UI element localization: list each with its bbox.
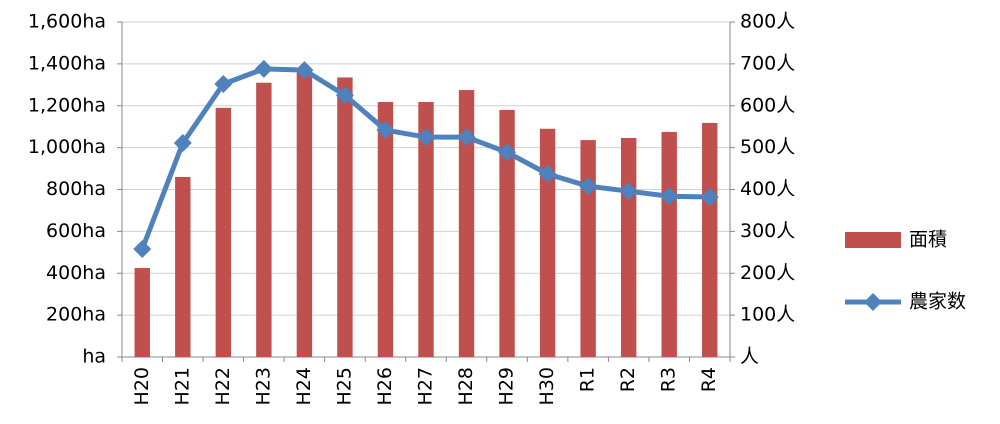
x-tick-label: H25 [333, 367, 355, 405]
y2-tick-label: 300人 [740, 220, 795, 242]
bar [134, 268, 150, 357]
bar [215, 107, 232, 357]
bar [418, 101, 434, 357]
bar [702, 122, 718, 357]
line-marker [538, 165, 557, 184]
legend-label: 農家数 [909, 291, 966, 313]
line-marker [335, 86, 354, 105]
x-tick-label: H27 [415, 367, 437, 405]
y-tick-label: 600ha [46, 220, 106, 242]
line-marker [376, 121, 395, 140]
line-marker [579, 177, 598, 196]
x-tick-label: H22 [212, 367, 234, 405]
y2-tick-label: 人 [740, 346, 759, 368]
y-tick-label: 1,600ha [28, 11, 106, 33]
y2-tick-label: 600人 [740, 94, 795, 116]
x-tick-label: R3 [658, 367, 680, 392]
legend-label: 面積 [909, 229, 947, 251]
line-marker [214, 74, 233, 93]
bar [458, 90, 475, 357]
bar [256, 82, 272, 357]
y-tick-label: 1,000ha [28, 136, 106, 158]
x-tick-label: H29 [496, 367, 518, 405]
y-tick-label: 200ha [46, 304, 106, 326]
y2-tick-label: 100人 [740, 304, 795, 326]
line-marker [254, 59, 273, 78]
x-tick-label: H21 [171, 367, 193, 405]
y2-tick-label: 200人 [740, 262, 795, 284]
bar [337, 77, 353, 357]
y-tick-label: ha [82, 346, 106, 368]
bar [175, 176, 191, 357]
line-marker [457, 128, 476, 147]
x-tick-label: H23 [252, 367, 274, 405]
x-tick-label: H20 [131, 367, 153, 405]
y2-tick-label: 500人 [740, 136, 795, 158]
line-marker [173, 134, 192, 153]
x-tick-label: R2 [617, 367, 639, 392]
bar [661, 131, 677, 357]
line-marker [660, 187, 679, 206]
x-tick-label: H24 [293, 367, 315, 405]
y2-tick-label: 800人 [740, 11, 795, 33]
bar [296, 70, 313, 357]
x-tick-label: H30 [536, 367, 558, 405]
bar [377, 101, 394, 357]
legend-swatch [864, 293, 882, 311]
y2-tick-label: 700人 [740, 52, 795, 74]
y-tick-label: 1,400ha [28, 52, 106, 74]
x-tick-label: R4 [698, 367, 720, 392]
line-marker [417, 128, 435, 147]
bar [620, 137, 637, 357]
line-marker [295, 61, 314, 80]
y-tick-label: 1,200ha [28, 94, 106, 116]
line-marker [700, 188, 719, 207]
x-tick-label: R1 [577, 367, 599, 392]
bar [499, 109, 515, 357]
x-tick-label: H26 [374, 367, 396, 405]
bar [580, 140, 596, 357]
legend-swatch [845, 232, 901, 248]
y2-tick-label: 400人 [740, 178, 795, 200]
y-tick-label: 800ha [46, 178, 106, 200]
y-tick-label: 400ha [46, 262, 106, 284]
x-tick-label: H28 [455, 367, 477, 405]
line-marker [498, 143, 517, 162]
line-marker [619, 182, 638, 201]
line-marker [133, 239, 152, 258]
bar [539, 128, 556, 357]
